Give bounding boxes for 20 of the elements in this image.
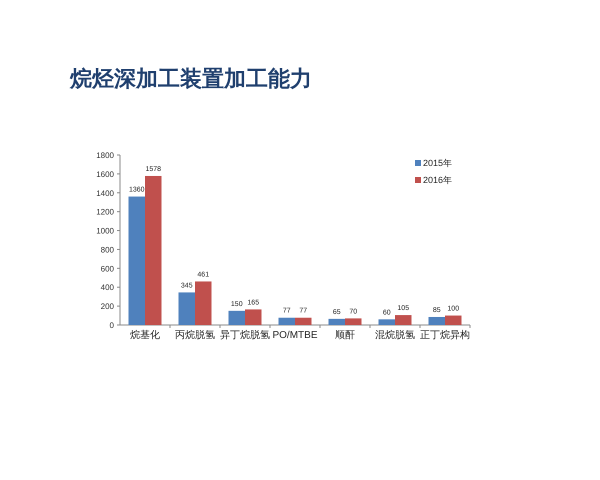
y-tick-label: 800 <box>100 245 115 254</box>
x-tick-label: 正丁烷异构 <box>420 329 470 341</box>
legend-label: 2015年 <box>423 158 452 168</box>
x-tick-label: 烷基化 <box>130 329 160 341</box>
y-tick-label: 1600 <box>96 170 115 179</box>
y-tick-label: 1800 <box>96 151 115 160</box>
legend-label: 2016年 <box>423 175 452 185</box>
x-tick-label: 混烷脱氢 <box>375 329 415 341</box>
y-tick-label: 400 <box>100 283 115 292</box>
x-tick-label: 丙烷脱氢 <box>175 329 215 341</box>
y-tick-label: 1400 <box>96 188 115 198</box>
x-tick-label: 异丁烷脱氢 <box>220 329 270 341</box>
title: 烷烃深加工装置加工能力 <box>70 66 312 91</box>
y-tick-label: 200 <box>100 302 115 312</box>
y-tick-label: 1000 <box>96 226 115 236</box>
y-tick-label: 600 <box>100 264 115 274</box>
x-tick-label: 顺酐 <box>335 330 355 341</box>
y-tick-label: 1200 <box>96 208 115 217</box>
x-tick-label: PO/MTBE <box>272 330 318 341</box>
y-tick-label: 0 <box>110 321 115 330</box>
